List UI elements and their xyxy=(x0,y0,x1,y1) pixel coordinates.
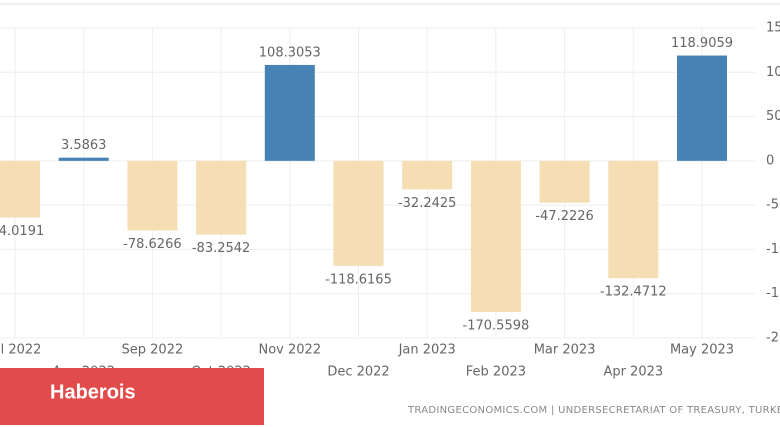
value-label: -118.6165 xyxy=(325,272,392,287)
bar xyxy=(539,160,590,203)
bar xyxy=(470,160,521,312)
bar xyxy=(0,160,40,218)
x-tick-label: Apr 2023 xyxy=(603,365,663,380)
value-label: -83.2542 xyxy=(192,241,250,256)
x-tick-label: Mar 2023 xyxy=(534,343,596,358)
value-label: -78.6266 xyxy=(123,237,181,252)
y-tick-label: -50 xyxy=(766,198,780,213)
value-label: -132.4712 xyxy=(600,285,667,300)
x-tick-label: Nov 2022 xyxy=(259,343,322,358)
plot-area: -200 -150 -100 -50 0 50 100 150 -64.0191 Jul 2022… xyxy=(0,21,780,380)
value-label: 118.9059 xyxy=(671,36,733,51)
x-tick-label: May 2023 xyxy=(670,343,734,358)
y-tick-label: 0 xyxy=(766,153,774,168)
brand-box xyxy=(0,368,264,425)
x-tick-label: Sep 2022 xyxy=(122,343,184,358)
bar xyxy=(677,55,727,161)
x-tick-label: Jul 2022 xyxy=(0,343,41,358)
bar xyxy=(264,64,315,161)
bar xyxy=(333,160,384,266)
y-tick-label: -150 xyxy=(766,286,780,301)
bar xyxy=(58,157,109,161)
y-tick-label: 50 xyxy=(766,109,780,124)
x-tick-label: Feb 2023 xyxy=(466,365,526,380)
bar xyxy=(608,160,659,279)
value-label: 108.3053 xyxy=(259,45,321,60)
value-label: -170.5598 xyxy=(463,318,530,333)
y-tick-label: 150 xyxy=(766,21,780,36)
y-tick-label: -100 xyxy=(766,242,780,257)
value-label: 3.5863 xyxy=(61,138,107,153)
bar xyxy=(127,160,178,231)
y-tick-label: -200 xyxy=(766,331,780,346)
source: TRADINGECONOMICS.COM | UNDERSECRETARIAT … xyxy=(407,405,780,416)
bar xyxy=(196,160,247,235)
bar xyxy=(402,160,453,190)
x-tick-label: Dec 2022 xyxy=(327,365,389,380)
value-label: -32.2425 xyxy=(398,196,456,211)
value-label: -47.2226 xyxy=(535,209,593,224)
value-label: -64.0191 xyxy=(0,224,44,239)
y-tick-label: 100 xyxy=(766,65,780,80)
x-tick-label: Jan 2023 xyxy=(398,343,456,358)
brand: Haberois xyxy=(50,381,136,403)
